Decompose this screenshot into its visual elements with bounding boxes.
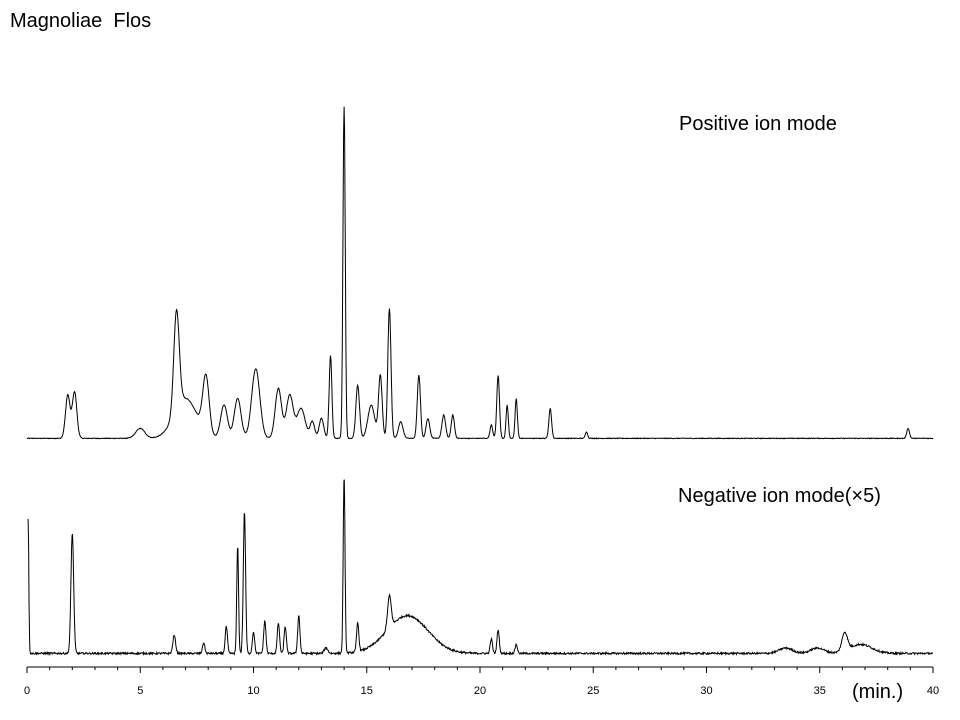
x-tick-label-20: 20 [474,685,486,697]
x-unit-label-background [846,677,918,707]
x-tick-label-30: 30 [700,685,712,697]
x-tick-label-15: 15 [361,685,373,697]
series-label-positive: Positive ion mode [679,113,837,135]
x-axis-unit-label: (min.) [852,681,903,703]
chart-title: Magnoliae Flos [10,10,151,32]
x-tick-label-10: 10 [247,685,259,697]
x-tick-label-25: 25 [587,685,599,697]
series-label-negative: Negative ion mode(×5) [678,485,881,507]
x-tick-label-40: 40 [927,685,939,697]
x-tick-label-0: 0 [24,685,30,697]
x-tick-label-35: 35 [814,685,826,697]
negative-ion-trace [27,479,933,657]
x-tick-label-5: 5 [137,685,143,697]
positive-ion-trace [26,106,934,440]
x-axis: 0 5 10 15 20 25 30 35 40 [24,666,939,697]
